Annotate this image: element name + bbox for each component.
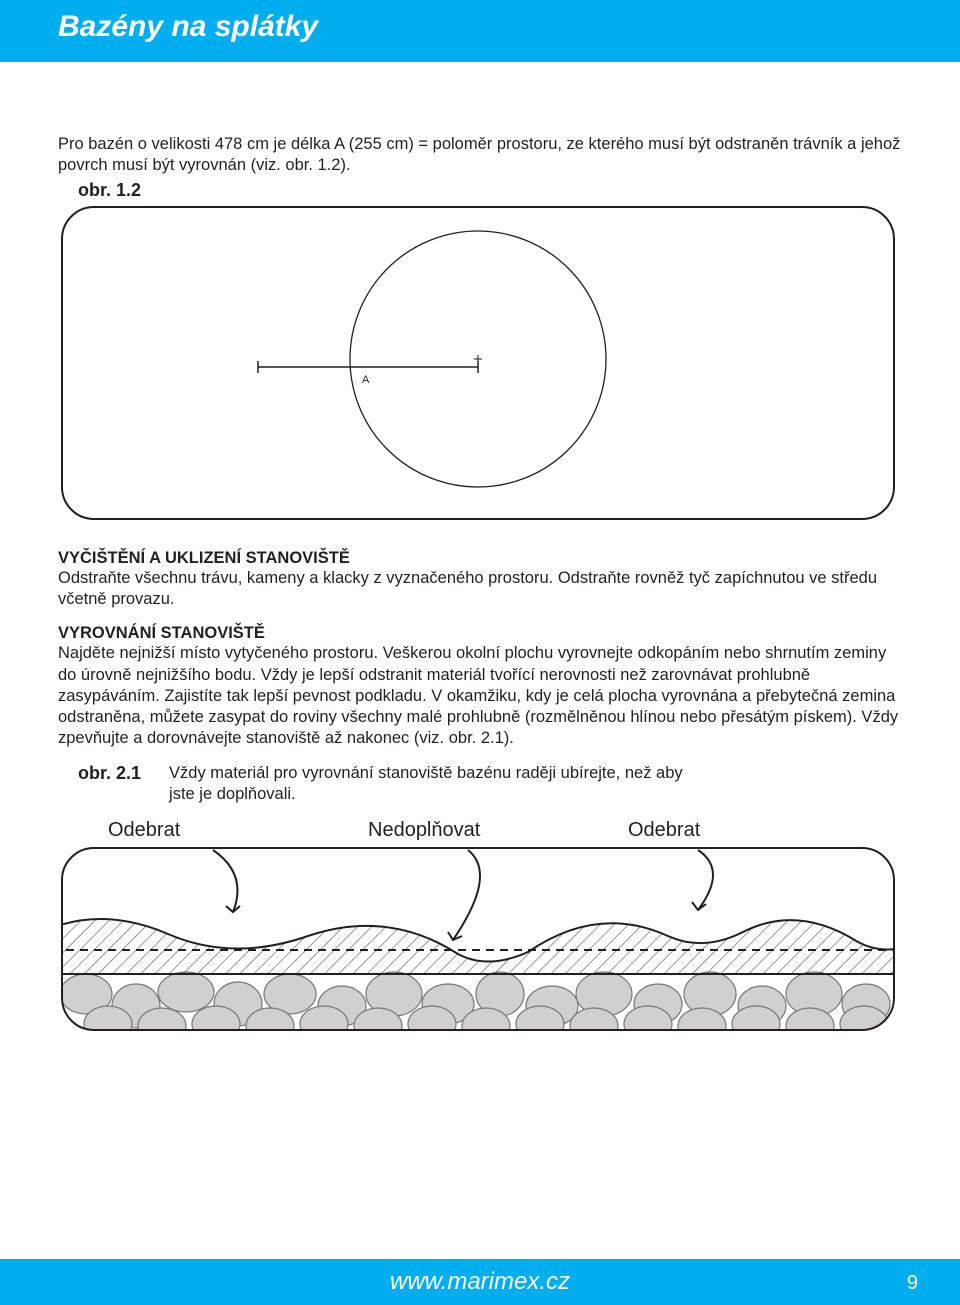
action-label-1: Odebrat: [108, 819, 368, 842]
figure-2-actions: Odebrat Nedoplňovat Odebrat: [58, 819, 898, 842]
action-label-2: Nedoplňovat: [368, 819, 628, 842]
section-1-body: Odstraňte všechnu trávu, kameny a klacky…: [58, 568, 902, 610]
section-2-title: VYROVNÁNÍ STANOVIŠTĚ: [58, 624, 902, 643]
page-title: Bazény na splátky: [58, 10, 960, 44]
figure-2-caption: Vždy materiál pro vyrovnání stanoviště b…: [169, 763, 689, 805]
figure-2-label: obr. 2.1: [78, 763, 141, 785]
topsoil-hatch: [58, 919, 898, 974]
figure-1: A: [58, 193, 898, 523]
figure-1-letter: A: [362, 374, 370, 386]
page-number: 9: [907, 1272, 918, 1295]
section-2-body: Najděte nejnižší místo vytyčeného prosto…: [58, 643, 902, 749]
figure-2: obr. 2.1 Vždy materiál pro vyrovnání sta…: [58, 763, 902, 1034]
footer-band: www.marimex.cz 9: [0, 1259, 960, 1305]
action-label-3: Odebrat: [628, 819, 700, 842]
content-area: Pro bazén o velikosti 478 cm je délka A …: [0, 62, 960, 1034]
intro-paragraph: Pro bazén o velikosti 478 cm je délka A …: [58, 134, 902, 176]
figure-2-illustration: [58, 844, 898, 1034]
footer-url: www.marimex.cz: [390, 1268, 570, 1296]
header-band: Bazény na splátky: [0, 0, 960, 62]
section-1-title: VYČIŠTĚNÍ A UKLIZENÍ STANOVIŠTĚ: [58, 549, 902, 568]
